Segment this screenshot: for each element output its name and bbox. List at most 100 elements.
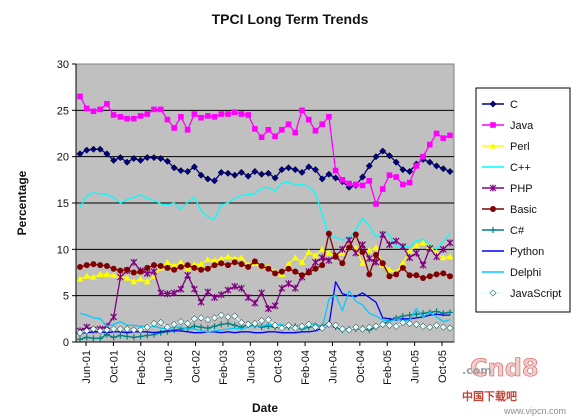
data-point-perl [406,247,414,254]
data-point-basic [191,264,198,271]
data-point-java [205,113,211,119]
x-tick-label: Oct-05 [437,350,449,383]
data-point-php [211,294,218,302]
data-point-javascript [123,325,131,333]
data-point-javascript [197,314,205,322]
data-point-perl [312,252,319,259]
data-point-javascript [446,324,454,332]
legend-item-python: Python [482,246,544,258]
data-point-perl [325,249,333,256]
legend-item-java: Java [482,120,534,132]
data-point-basic [171,266,178,273]
data-point-javascript [372,322,380,330]
legend-marker [489,289,497,297]
data-point-perl [184,265,192,272]
legend-item-php: PHP [482,183,533,195]
data-point-c [251,167,259,176]
data-point-java [393,174,399,180]
legend-item-delphi: Delphi [482,267,541,279]
y-tick-label: 5 [63,291,69,303]
data-point-java [90,108,97,115]
data-point-java [110,112,117,118]
data-point-basic [137,268,144,275]
data-point-c [433,308,440,315]
data-point-javascript [210,314,219,322]
data-point-basic [251,258,258,265]
data-point-php [325,256,333,264]
legend-label: JavaScript [510,288,561,300]
data-point-php [197,298,205,306]
y-axis-ticks: 0 5 10 15 20 25 30 [57,59,76,349]
data-point-basic [386,273,393,280]
series-delphi [79,290,451,333]
data-point-basic [426,273,433,280]
data-point-perl [90,273,97,280]
data-point-perl [197,260,205,267]
data-point-basic [211,262,218,269]
data-point-java [117,114,124,120]
data-point-basic [245,263,252,270]
data-point-c [204,175,212,183]
data-point-php [446,239,454,247]
data-point-c [379,147,387,155]
data-point-c [231,322,238,329]
data-point-perl [143,278,151,285]
legend-item-perl: Perl [482,141,530,153]
data-point-c [217,168,225,176]
data-point-php [204,288,212,296]
series-c [79,181,451,250]
data-point-c [446,167,454,176]
data-point-c [76,150,84,158]
data-point-java [151,106,157,113]
x-tick-label: Oct-02 [191,350,203,383]
data-point-perl [164,258,171,265]
legend-label: Java [510,120,534,132]
data-point-perl [217,255,225,262]
data-point-javascript [318,324,326,332]
data-point-perl [190,260,198,267]
data-point-java [83,105,90,112]
data-point-php [392,237,400,245]
data-point-javascript [136,326,145,334]
data-point-c [144,332,151,339]
data-point-c [332,174,340,182]
data-point-php [130,258,138,266]
data-point-perl [439,254,447,261]
data-point-java [420,153,426,160]
data-point-java [285,121,292,128]
x-tick-label: Feb-02 [136,350,148,385]
data-point-javascript [251,319,259,328]
x-axis-title: Date [252,401,278,415]
data-point-javascript [83,327,91,335]
data-point-php [264,305,272,313]
data-point-basic [379,260,386,267]
data-point-basic [117,267,124,274]
data-point-perl [412,242,420,249]
data-point-java [440,135,447,141]
data-point-basic [164,264,171,271]
data-point-c [198,324,205,331]
legend-label: Delphi [510,267,541,279]
data-point-basic [406,272,413,279]
data-point-java [427,141,433,148]
data-point-perl [365,246,373,253]
data-point-java [178,114,184,120]
data-point-javascript [325,320,333,328]
data-point-c [258,324,265,331]
legend-marker [490,206,496,212]
data-point-java [272,133,278,140]
gridlines [76,109,454,297]
series-javascript [76,311,454,337]
data-point-php [231,282,239,290]
legend: C Java Perl C++ PHP Basic C# Python Delphi JavaSc… [482,99,561,300]
data-point-perl [318,245,326,252]
chart-title: TPCI Long Term Trends [212,11,369,27]
data-point-c [150,154,158,162]
data-point-c [210,177,219,185]
data-point-perl [110,271,118,278]
data-point-basic [433,271,440,278]
data-point-c [385,152,394,160]
data-point-c [318,175,326,183]
legend-label: C [510,99,518,111]
